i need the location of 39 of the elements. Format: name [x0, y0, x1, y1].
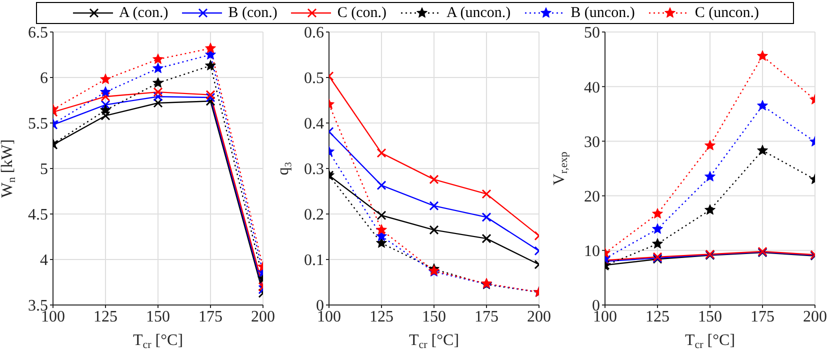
y-tick-label: 30 [584, 134, 600, 151]
x-tick-label: 125 [646, 308, 670, 326]
x-tick-label: 125 [370, 308, 394, 326]
legend-label: A (uncon.) [446, 4, 511, 22]
legend-label: A (con.) [119, 4, 168, 22]
y-tick-label: 0.1 [304, 252, 324, 270]
x-tick-label: 200 [803, 308, 827, 326]
x-axis-title: T$_{cr}$ [°C] [684, 332, 736, 351]
legend-label: B (con.) [228, 4, 278, 22]
y-tick-label: 40 [584, 79, 600, 96]
y-tick-label: 4 [40, 252, 48, 270]
x-tick-label: 150 [698, 308, 722, 326]
y-tick-label: 5 [40, 161, 48, 178]
x-tick-label: 125 [94, 308, 118, 326]
x-axis-title: T$_{cr}$ [°C] [408, 332, 460, 351]
y-tick-label: 6 [40, 70, 48, 88]
y-tick-label: 10 [584, 243, 600, 260]
x-tick-label: 200 [527, 308, 551, 326]
y-axis-title: q₃ [275, 162, 292, 176]
y-tick-label: 6.5 [28, 24, 48, 42]
y-tick-label: 5.5 [28, 116, 48, 133]
y-tick-label: 0.6 [304, 24, 324, 42]
legend-label: C (uncon.) [694, 4, 759, 22]
x-tick-label: 150 [146, 308, 170, 326]
x-tick-label: 175 [750, 308, 774, 326]
x-tick-label: 200 [251, 308, 275, 326]
x-tick-label: 150 [422, 308, 446, 326]
x-tick-label: 175 [474, 308, 498, 326]
legend-label: B (uncon.) [570, 4, 635, 22]
y-tick-label: 0.3 [304, 161, 324, 178]
y-tick-label: 0.2 [304, 206, 324, 224]
y-tick-label: 20 [584, 188, 600, 206]
x-tick-label: 175 [198, 308, 222, 326]
y-tick-label: 50 [584, 24, 600, 42]
y-tick-label: 0.5 [304, 70, 324, 88]
x-axis-title: T$_{cr}$ [°C] [132, 332, 184, 351]
legend-label: C (con.) [337, 4, 386, 22]
y-tick-label: 0.4 [304, 116, 324, 133]
y-tick-label: 4.5 [28, 206, 48, 224]
